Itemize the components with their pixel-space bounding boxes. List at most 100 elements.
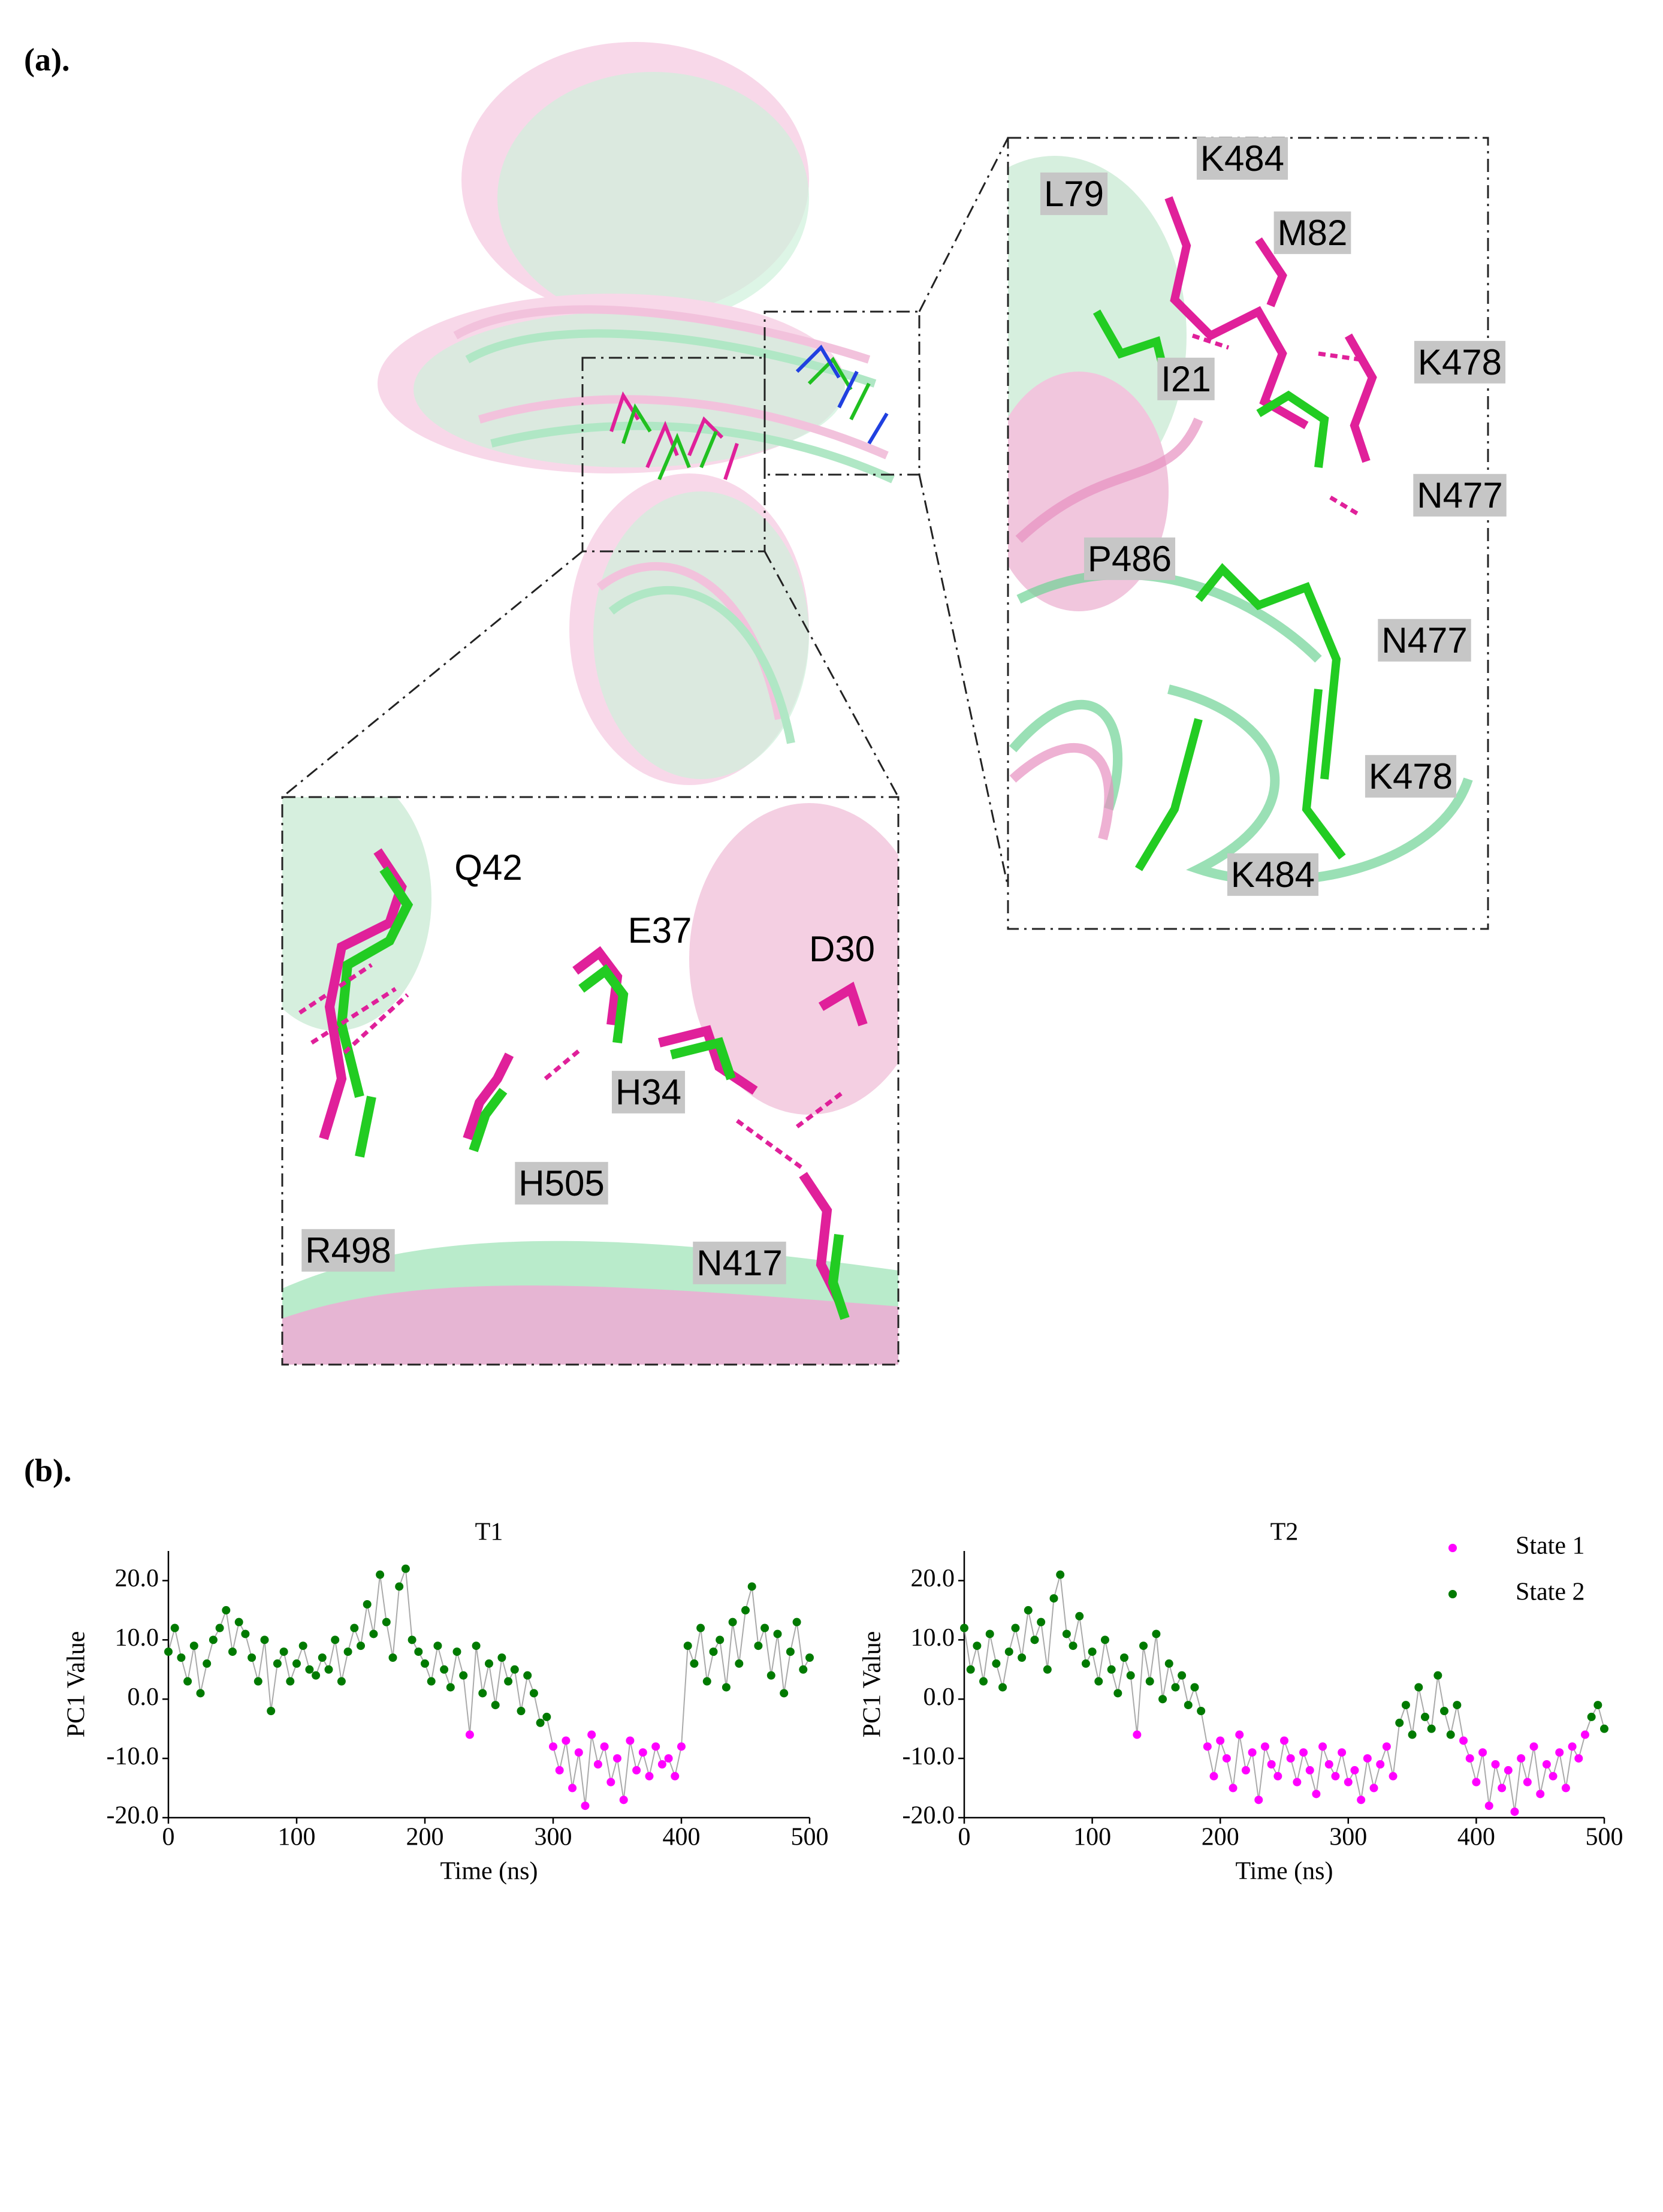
label-bg [1196,137,1288,180]
data-point [683,1641,692,1650]
data-point [1139,1641,1148,1650]
data-point [446,1683,455,1692]
data-point [1062,1629,1071,1638]
trajectory-segment [1091,1651,1100,1682]
y-tick-label: 0.0 [128,1683,159,1711]
x-tick-label: 100 [278,1824,316,1851]
data-point [626,1736,635,1745]
trajectory-segment [1559,1752,1567,1788]
data-point [1510,1807,1519,1816]
x-tick-label: 0 [958,1824,971,1851]
label-bg [1365,755,1457,798]
data-point [1529,1742,1538,1751]
data-point [459,1671,468,1680]
trajectory-segment [463,1675,470,1735]
x-axis-label: Time (ns) [440,1858,538,1885]
data-point [696,1623,705,1632]
data-point [1248,1748,1257,1757]
trajectory-segment [1251,1752,1260,1800]
y-tick-label: 10.0 [115,1624,159,1652]
trajectory-segment [623,1740,631,1800]
data-point [562,1736,571,1745]
data-point [792,1617,801,1626]
trajectory-segment [475,1646,484,1694]
x-tick-label: 500 [1586,1824,1623,1851]
data-point [773,1629,782,1638]
label-bg [515,1161,608,1205]
trajectory-segment [719,1640,727,1688]
trajectory-segment [1002,1651,1010,1688]
residue-label: L79 [1044,174,1104,214]
trajectory-segment [1411,1687,1420,1735]
trajectory-segment [1232,1734,1241,1788]
trajectory-segment [1507,1770,1516,1812]
label-bg [611,1070,686,1113]
protein-overview [378,42,895,785]
data-point [267,1707,276,1715]
data-point [1459,1736,1468,1745]
trajectory-segment [469,1646,477,1735]
data-point [1472,1778,1481,1787]
data-point [555,1766,564,1775]
data-point [1504,1766,1513,1775]
data-point [1401,1701,1410,1710]
data-point [1420,1712,1429,1721]
data-point [1260,1742,1269,1751]
legend-marker [1448,1544,1457,1552]
data-point [196,1689,205,1698]
data-point [497,1653,506,1662]
data-point [581,1801,590,1810]
trajectory-segment [976,1646,985,1682]
trajectory-segment [565,1740,574,1788]
residue-label: I21 [1161,359,1211,399]
data-point [1440,1707,1448,1715]
data-point [754,1641,763,1650]
data-point [1043,1665,1052,1674]
data-point [222,1606,231,1615]
residue-label: K478 [1418,342,1502,382]
data-point [1216,1736,1225,1745]
legend-label: State 1 [1516,1532,1584,1560]
trajectory-segment [1533,1746,1541,1794]
trajectory-segment [706,1651,714,1682]
data-point [651,1742,660,1751]
data-point [690,1659,699,1668]
data-point [491,1701,500,1710]
data-point [298,1641,307,1650]
trajectory-segment [783,1651,791,1694]
data-point [234,1617,243,1626]
data-point [292,1659,301,1668]
data-point [747,1582,756,1591]
y-tick-label: -10.0 [107,1743,159,1770]
y-axis-label: PC1 Value [63,1631,90,1738]
data-point [1280,1736,1288,1745]
trajectory-segment [379,1574,387,1622]
data-point [1555,1748,1564,1757]
trajectory-segment [1475,1752,1484,1782]
data-point [517,1707,526,1715]
data-point [1004,1647,1013,1656]
trajectory-segment [200,1663,208,1694]
data-point [1568,1742,1577,1751]
x-tick-label: 100 [1073,1824,1111,1851]
trajectory-segment [1315,1746,1324,1794]
data-point [395,1582,404,1591]
data-point [170,1623,179,1632]
y-tick-label: 0.0 [923,1683,955,1711]
trajectory-segment [796,1622,804,1670]
data-point [350,1623,359,1632]
data-point [318,1653,327,1662]
y-tick-label: -20.0 [903,1802,955,1830]
x-tick-label: 200 [406,1824,444,1851]
data-point [1120,1653,1128,1662]
data-point [1056,1570,1065,1579]
data-point [1433,1671,1442,1680]
trajectory-segment [1155,1634,1164,1700]
data-point [1350,1766,1359,1775]
trajectory-segment [983,1634,991,1682]
data-point [1498,1784,1507,1792]
data-point [253,1677,262,1686]
data-point [638,1748,647,1757]
zoom-box [581,357,766,553]
trajectory-segment [1149,1634,1157,1682]
